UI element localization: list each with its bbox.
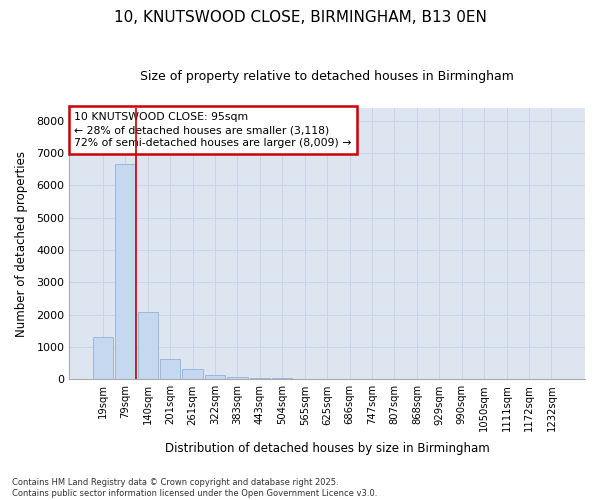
Bar	[205, 374, 225, 380]
Text: 10 KNUTSWOOD CLOSE: 95sqm
← 28% of detached houses are smaller (3,118)
72% of se: 10 KNUTSWOOD CLOSE: 95sqm ← 28% of detac…	[74, 112, 352, 148]
Title: Size of property relative to detached houses in Birmingham: Size of property relative to detached ho…	[140, 70, 514, 83]
Bar	[93, 337, 113, 380]
X-axis label: Distribution of detached houses by size in Birmingham: Distribution of detached houses by size …	[165, 442, 490, 455]
Bar	[182, 370, 203, 380]
Y-axis label: Number of detached properties: Number of detached properties	[15, 150, 28, 336]
Text: Contains HM Land Registry data © Crown copyright and database right 2025.
Contai: Contains HM Land Registry data © Crown c…	[12, 478, 377, 498]
Text: 10, KNUTSWOOD CLOSE, BIRMINGHAM, B13 0EN: 10, KNUTSWOOD CLOSE, BIRMINGHAM, B13 0EN	[113, 10, 487, 25]
Bar	[115, 164, 136, 380]
Bar	[160, 358, 180, 380]
Bar	[272, 378, 292, 380]
Bar	[227, 377, 248, 380]
Bar	[250, 378, 270, 380]
Bar	[137, 312, 158, 380]
